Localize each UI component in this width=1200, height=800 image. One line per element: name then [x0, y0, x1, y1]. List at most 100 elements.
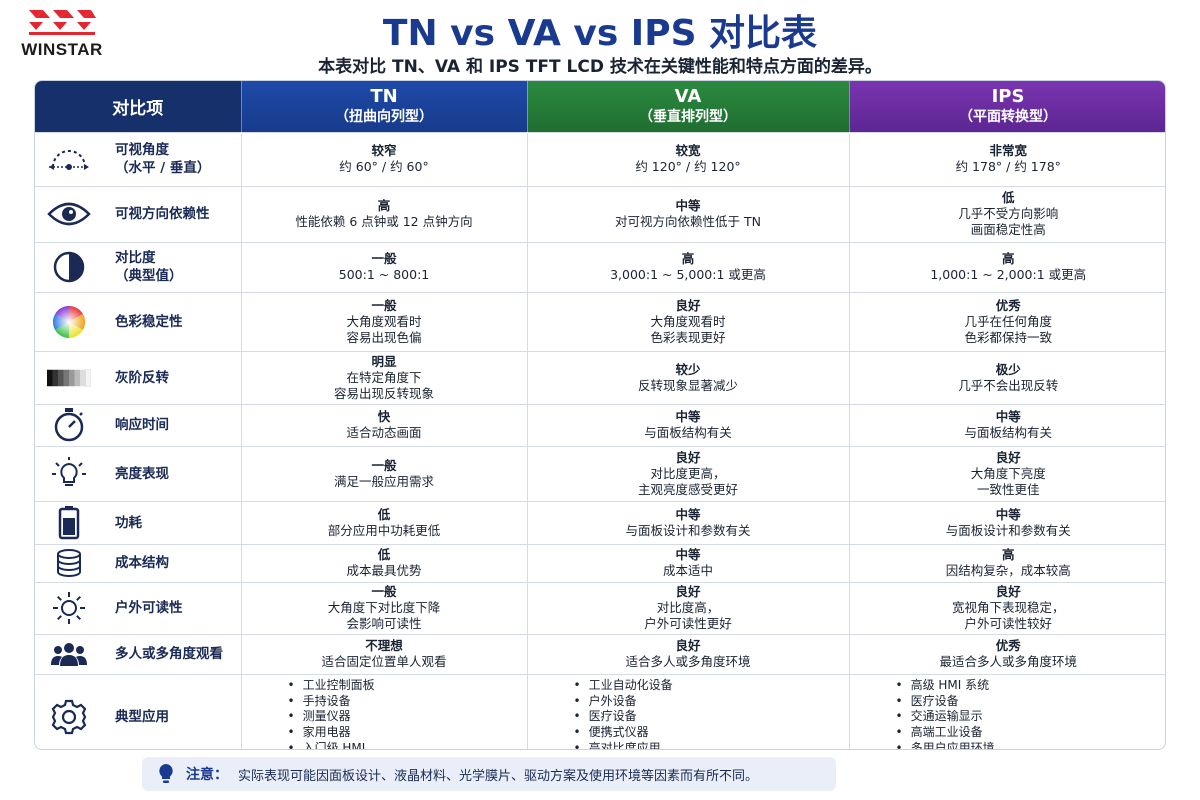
table-header-row: 对比项 TN （扭曲向列型） VA （垂直排列型） IPS （平面转换型）: [35, 81, 1165, 132]
light-bulb-icon: [47, 456, 91, 491]
sun-icon: [47, 591, 91, 625]
footnote: 注意： 实际表现可能因面板设计、液晶材料、光学膜片、驱动方案及使用环境等因素而有…: [142, 757, 836, 791]
eye-icon: [47, 197, 91, 231]
row-label: 可视角度 （水平 / 垂直）: [115, 142, 211, 176]
list-item: 便携式仪器: [574, 725, 849, 741]
brand-name: WINSTAR: [21, 40, 103, 59]
table-row: 成本结构 低成本最具优势 中等 成本适中 高因结构复杂，成本较高: [35, 543, 1165, 582]
va-cell: 良好 对比度高， 户外可读性更好: [527, 581, 850, 634]
table-row: 亮度表现 一般 满足一般应用需求 良好 对比度更高， 主观亮度感受更好 良好 大角度下亮…: [35, 445, 1165, 501]
ips-cell: 非常宽约 178° / 约 178°: [849, 131, 1165, 186]
viewing-angle-icon: [47, 142, 91, 176]
header-item: 对比项: [35, 81, 242, 132]
list-item: 工业控制面板: [288, 678, 527, 694]
battery-icon: [47, 505, 91, 540]
grayscale-icon: [47, 361, 91, 395]
row-label: 响应时间: [115, 417, 169, 433]
contrast-icon: [47, 250, 91, 284]
ips-cell: 中等 与面板结构有关: [849, 403, 1165, 446]
brand-logo: WINSTAR: [14, 8, 110, 66]
list-item: 高对比度应用: [574, 741, 849, 749]
row-label: 多人或多角度观看: [115, 646, 223, 662]
tn-cell: 一般 大角度观看时 容易出现色偏: [241, 291, 528, 351]
comparison-table: 对比项 TN （扭曲向列型） VA （垂直排列型） IPS （平面转换型）: [34, 80, 1166, 750]
list-item: 医疗设备: [574, 709, 849, 725]
ips-cell: 良好 宽视角下表现稳定， 户外可读性较好: [849, 581, 1165, 634]
stopwatch-icon: [47, 408, 91, 442]
tn-cell: 一般 大角度下对比度下降 会影响可读性: [241, 581, 528, 634]
row-label: 可视方向依赖性: [115, 206, 210, 222]
table-row: 可视方向依赖性 高性能依赖 6 点钟或 12 点钟方向 中等 对可视方向依赖性低于…: [35, 185, 1165, 242]
row-label: 户外可读性: [115, 600, 183, 616]
va-cell: 中等 与面板设计和参数有关: [527, 500, 850, 544]
va-cell: 高 3,000:1 ~ 5,000:1 或更高: [527, 241, 850, 292]
header-tn-name: TN: [370, 86, 398, 108]
ips-cell: 优秀 最适合多人或多角度环境: [849, 633, 1165, 674]
winstar-logo-mark-icon: [29, 10, 96, 35]
list-item: 医疗设备: [896, 694, 1166, 710]
tn-cell: 低成本最具优势: [241, 543, 528, 582]
va-cell: 中等 对可视方向依赖性低于 TN: [527, 185, 850, 242]
list-item: 手持设备: [288, 694, 527, 710]
ips-cell: 中等 与面板设计和参数有关: [849, 500, 1165, 544]
tn-cell: 较窄约 60° / 约 60°: [241, 131, 528, 186]
table-row: 户外可读性 一般 大角度下对比度下降 会影响可读性 良好 对比度高， 户外可读性更好 良…: [35, 581, 1165, 634]
tn-cell: 明显 在特定角度下 容易出现反转现象: [241, 350, 528, 404]
row-label: 亮度表现: [115, 465, 169, 482]
ips-cell: 高因结构复杂，成本较高: [849, 543, 1165, 582]
page-subtitle: 本表对比 TN、VA 和 IPS TFT LCD 技术在关键性能和特点方面的差异…: [318, 57, 882, 77]
color-wheel-icon: [47, 305, 91, 339]
header-va-sub: （垂直排列型）: [639, 109, 737, 126]
page-title: TN vs VA vs IPS 对比表: [382, 13, 818, 54]
header-va-name: VA: [674, 86, 702, 108]
tn-cell: 工业控制面板 手持设备 测量仪器 家用电器 入门级 HMI: [241, 673, 528, 749]
tn-cell: 一般 满足一般应用需求: [241, 445, 528, 501]
va-cell: 良好 对比度更高， 主观亮度感受更好: [527, 445, 850, 501]
va-cell: 工业自动化设备 户外设备 医疗设备 便携式仪器 高对比度应用: [527, 673, 850, 749]
header-ips-name: IPS: [991, 86, 1025, 108]
list-item: 工业自动化设备: [574, 678, 849, 694]
ips-cell: 高 1,000:1 ~ 2,000:1 或更高: [849, 241, 1165, 292]
users-icon: [47, 637, 91, 671]
tn-apps-list: 工业控制面板 手持设备 测量仪器 家用电器 入门级 HMI: [242, 678, 527, 749]
ips-cell: 低几乎不受方向影响 画面稳定性高: [849, 185, 1165, 242]
tn-cell: 快适合动态画面: [241, 403, 528, 446]
list-item: 多用户应用环境: [896, 741, 1166, 749]
row-label: 对比度 （典型值）: [115, 250, 183, 284]
tn-cell: 一般 500:1 ~ 800:1: [241, 241, 528, 292]
gear-icon: [47, 700, 91, 735]
table-row: 功耗 低部分应用中功耗更低 中等 与面板设计和参数有关 中等 与面板设计和参数有关: [35, 500, 1165, 544]
header-ips-sub: （平面转换型）: [959, 109, 1057, 126]
ips-cell: 良好 大角度下亮度 一致性更佳: [849, 445, 1165, 501]
ips-cell: 高级 HMI 系统 医疗设备 交通运输显示 高端工业设备 多用户应用环境: [849, 673, 1166, 749]
va-apps-list: 工业自动化设备 户外设备 医疗设备 便携式仪器 高对比度应用: [528, 678, 849, 749]
list-item: 入门级 HMI: [288, 741, 527, 749]
row-label: 典型应用: [115, 709, 169, 726]
ips-apps-list: 高级 HMI 系统 医疗设备 交通运输显示 高端工业设备 多用户应用环境: [850, 678, 1166, 749]
list-item: 测量仪器: [288, 709, 527, 725]
va-cell: 较宽约 120° / 约 120°: [527, 131, 850, 186]
list-item: 交通运输显示: [896, 709, 1166, 725]
ips-cell: 优秀 几乎在任何角度 色彩都保持一致: [849, 291, 1165, 351]
bulb-note-icon: [158, 764, 174, 784]
row-label: 色彩稳定性: [115, 313, 183, 330]
table-row: 典型应用 工业控制面板 手持设备 测量仪器 家用电器 入门级 HMI 工业自动化…: [35, 673, 1166, 749]
row-label: 灰阶反转: [115, 369, 169, 386]
tn-cell: 高性能依赖 6 点钟或 12 点钟方向: [241, 185, 528, 242]
tn-cell: 低部分应用中功耗更低: [241, 500, 528, 544]
header-va: VA （垂直排列型）: [527, 81, 850, 132]
tn-cell: 不理想 适合固定位置单人观看: [241, 633, 528, 674]
row-label: 功耗: [115, 514, 142, 531]
list-item: 家用电器: [288, 725, 527, 741]
table-row: 灰阶反转 明显 在特定角度下 容易出现反转现象 较少 反转现象显著减少 极少 几乎不会出…: [35, 350, 1165, 404]
table-row: 对比度 （典型值） 一般 500:1 ~ 800:1 高 3,000:1 ~ 5,00…: [35, 241, 1165, 292]
table-row: 色彩稳定性 一般 大角度观看时 容易出现色偏 良好 大角度观看时 色彩表现更好 优秀 几乎…: [35, 291, 1165, 351]
header-ips: IPS （平面转换型）: [849, 81, 1165, 132]
list-item: 户外设备: [574, 694, 849, 710]
va-cell: 中等 与面板结构有关: [527, 403, 850, 446]
va-cell: 良好 大角度观看时 色彩表现更好: [527, 291, 850, 351]
row-label: 成本结构: [115, 555, 169, 571]
table-row: 可视角度 （水平 / 垂直） 较窄约 60° / 约 60° 较宽约 120° /…: [35, 131, 1165, 186]
note-key: 注意：: [186, 767, 228, 783]
header-tn-sub: （扭曲向列型）: [335, 109, 433, 126]
